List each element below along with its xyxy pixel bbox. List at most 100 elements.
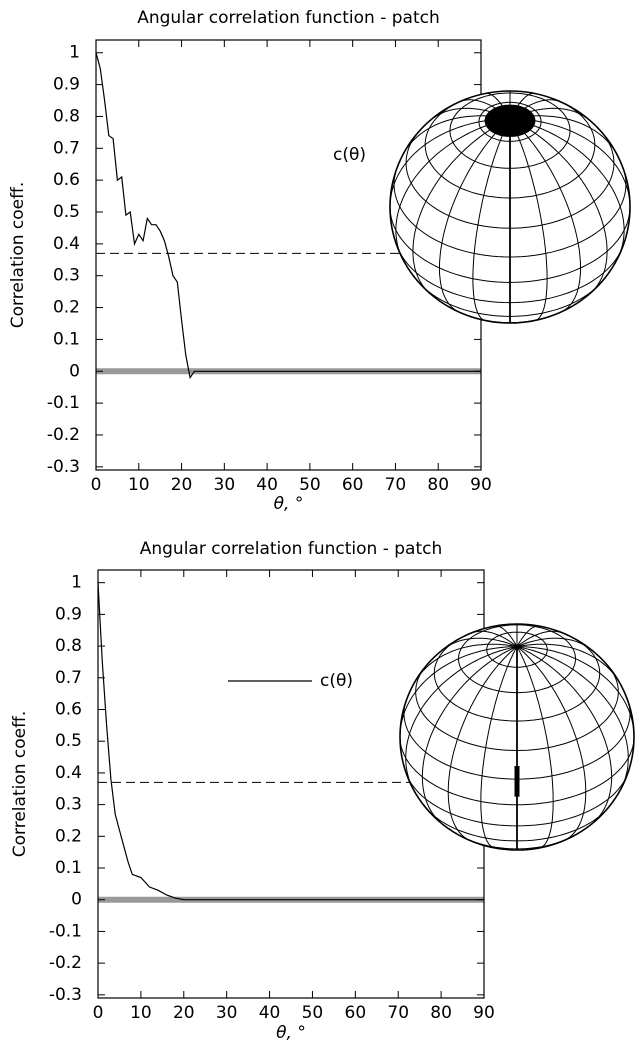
sphere-grid-line bbox=[444, 637, 518, 649]
x-tick-label: 0 bbox=[93, 1003, 104, 1023]
x-tick-label: 40 bbox=[256, 475, 278, 495]
y-tick-label: 0.7 bbox=[53, 138, 80, 158]
sphere-grid-line bbox=[467, 315, 553, 324]
sphere-grid-line bbox=[516, 646, 613, 825]
sphere-patch bbox=[484, 104, 536, 137]
y-tick-label: 0.4 bbox=[55, 763, 82, 783]
y-tick-label: 0 bbox=[71, 890, 82, 910]
y-tick-label: -0.2 bbox=[47, 425, 80, 445]
y-tick-label: -0.3 bbox=[47, 457, 80, 477]
sphere-grid-line bbox=[405, 646, 518, 791]
x-tick-label: 80 bbox=[430, 1003, 452, 1023]
y-tick-label: 0 bbox=[69, 361, 80, 381]
sphere-grid-line bbox=[406, 773, 628, 827]
y-tick-label: 0.1 bbox=[55, 858, 82, 878]
y-tick-label: -0.2 bbox=[49, 953, 82, 973]
x-tick-label: 20 bbox=[171, 475, 193, 495]
sphere-grid-line bbox=[516, 646, 587, 841]
chart-title: Angular correlation function - patch bbox=[137, 8, 440, 28]
x-tick-label: 10 bbox=[130, 1003, 152, 1023]
y-tick-label: 0.6 bbox=[53, 170, 80, 190]
y-tick-label: 0.9 bbox=[53, 75, 80, 95]
x-tick-label: 50 bbox=[302, 1003, 324, 1023]
x-tick-label: 0 bbox=[91, 475, 102, 495]
x-tick-label: 30 bbox=[216, 1003, 238, 1023]
x-axis-label: θ, ° bbox=[276, 1023, 306, 1043]
sphere-grid-line bbox=[403, 703, 631, 780]
y-tick-label: -0.1 bbox=[49, 921, 82, 941]
chart-title: Angular correlation function - patch bbox=[140, 539, 443, 559]
sphere-grid-line bbox=[397, 248, 623, 304]
y-tick-label: 0.7 bbox=[55, 668, 82, 688]
x-tick-label: 90 bbox=[473, 1003, 495, 1023]
sphere-grid-line bbox=[516, 646, 629, 791]
y-tick-label: 0.8 bbox=[55, 636, 82, 656]
y-tick-label: 0.9 bbox=[55, 604, 82, 624]
sphere-grid-line bbox=[516, 646, 635, 738]
sphere-grid-line bbox=[516, 637, 590, 649]
sphere-grid-line bbox=[509, 118, 548, 321]
legend-label: c(θ) bbox=[320, 671, 353, 691]
x-tick-label: 70 bbox=[385, 475, 407, 495]
sphere-grid-line bbox=[509, 118, 581, 312]
sphere-grid-line bbox=[439, 118, 511, 312]
sphere-grid-line bbox=[516, 630, 564, 647]
sphere-grid-line bbox=[494, 625, 518, 647]
y-tick-label: 0.2 bbox=[55, 826, 82, 846]
data-line bbox=[95, 52, 481, 380]
sphere-grid-line bbox=[419, 283, 601, 317]
sphere-grid-line bbox=[389, 118, 511, 208]
x-tick-label: 80 bbox=[427, 475, 449, 495]
y-axis-label: Correlation coeff. bbox=[10, 711, 30, 857]
y-tick-label: 0.1 bbox=[53, 329, 80, 349]
x-tick-label: 30 bbox=[214, 475, 236, 495]
sphere-grid-line bbox=[470, 630, 518, 647]
sphere-grid-line bbox=[433, 636, 601, 722]
sphere-grid-line bbox=[480, 646, 518, 849]
sphere-grid-line bbox=[389, 206, 631, 283]
x-tick-label: 50 bbox=[299, 475, 321, 495]
sphere-illustration bbox=[399, 623, 635, 851]
sphere-grid-line bbox=[399, 646, 518, 738]
y-tick-label: 0.6 bbox=[55, 699, 82, 719]
y-tick-label: 0.3 bbox=[55, 795, 82, 815]
x-tick-label: 20 bbox=[173, 1003, 195, 1023]
x-axis-label: θ, ° bbox=[274, 494, 304, 514]
y-tick-label: 1 bbox=[71, 573, 82, 593]
y-tick-label: -0.1 bbox=[47, 393, 80, 413]
y-tick-label: 0.8 bbox=[53, 106, 80, 126]
sphere-grid-line bbox=[412, 118, 511, 294]
y-tick-label: 0.3 bbox=[53, 266, 80, 286]
sphere-grid-line bbox=[472, 118, 511, 321]
sphere-grid-line bbox=[509, 118, 608, 294]
x-tick-label: 40 bbox=[259, 1003, 281, 1023]
x-tick-label: 70 bbox=[387, 1003, 409, 1023]
sphere-grid-line bbox=[424, 99, 596, 199]
sphere-grid-line bbox=[415, 667, 619, 751]
sphere-grid-line bbox=[516, 625, 540, 647]
sphere-grid-line bbox=[464, 837, 570, 850]
x-tick-label: 10 bbox=[128, 475, 150, 495]
y-tick-label: 0.2 bbox=[53, 298, 80, 318]
sphere-grid-line bbox=[421, 646, 518, 825]
x-tick-label: 60 bbox=[345, 1003, 367, 1023]
legend-label: c(θ) bbox=[333, 145, 366, 165]
sphere-grid-line bbox=[395, 118, 511, 257]
y-tick-label: 0.5 bbox=[53, 202, 80, 222]
sphere-grid-line bbox=[414, 643, 518, 682]
data-line bbox=[97, 582, 484, 901]
sphere-illustration bbox=[389, 90, 631, 324]
y-tick-label: 1 bbox=[69, 43, 80, 63]
sphere-grid-line bbox=[405, 133, 615, 229]
y-axis-label: Correlation coeff. bbox=[8, 182, 28, 328]
x-tick-label: 90 bbox=[470, 475, 492, 495]
sphere-grid-line bbox=[447, 646, 518, 841]
sphere-grid-line bbox=[509, 118, 631, 208]
sphere-grid-line bbox=[393, 168, 627, 258]
sphere-grid-line bbox=[509, 118, 625, 257]
sphere-grid-line bbox=[516, 646, 554, 849]
y-tick-label: -0.3 bbox=[49, 985, 82, 1005]
sphere-grid-line bbox=[516, 643, 620, 682]
x-tick-label: 60 bbox=[342, 475, 364, 495]
